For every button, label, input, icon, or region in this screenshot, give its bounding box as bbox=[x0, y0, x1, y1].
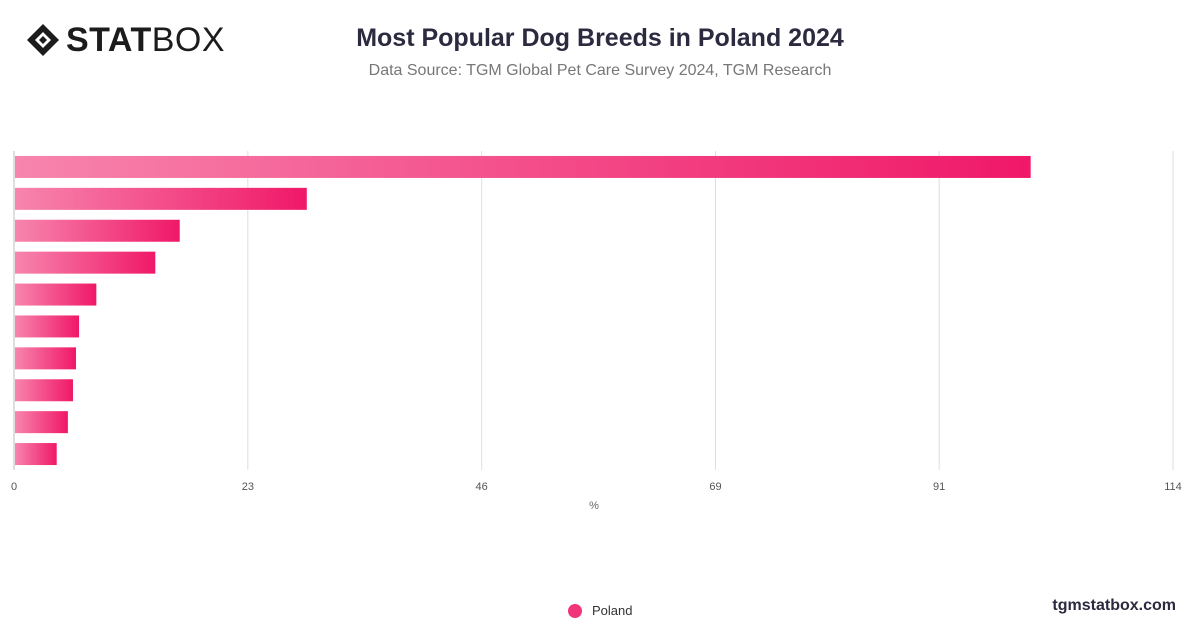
bar[interactable] bbox=[15, 283, 97, 306]
legend-label: Poland bbox=[592, 603, 633, 618]
bar[interactable] bbox=[15, 347, 77, 370]
chart-subtitle: Data Source: TGM Global Pet Care Survey … bbox=[368, 62, 832, 79]
bar[interactable] bbox=[15, 379, 73, 402]
logo-stat: STAT bbox=[66, 21, 152, 59]
bar[interactable] bbox=[15, 411, 68, 434]
x-tick-label: 0 bbox=[11, 481, 17, 493]
bar[interactable] bbox=[15, 315, 80, 338]
bar[interactable] bbox=[15, 187, 307, 210]
x-tick-label: 91 bbox=[933, 481, 945, 493]
x-tick-label: 69 bbox=[709, 481, 721, 493]
bar[interactable] bbox=[15, 219, 180, 242]
legend-dot-icon bbox=[568, 603, 582, 618]
chart-title: Most Popular Dog Breeds in Poland 2024 bbox=[356, 24, 844, 52]
x-axis-ticks: 0 23 46 69 91 114 bbox=[11, 481, 1182, 493]
x-tick-label: 114 bbox=[1164, 481, 1182, 493]
logo-text: STATBOX bbox=[66, 22, 225, 58]
grid-lines bbox=[13, 151, 1174, 470]
bar[interactable] bbox=[15, 443, 57, 466]
x-tick-label: 23 bbox=[242, 481, 254, 493]
logo-box: BOX bbox=[151, 21, 226, 59]
bar[interactable] bbox=[15, 155, 1031, 178]
x-tick-label: 46 bbox=[476, 481, 488, 493]
bars-group bbox=[15, 155, 1031, 466]
bar[interactable] bbox=[15, 251, 156, 274]
statbox-logo: STATBOX bbox=[26, 22, 225, 58]
x-axis-label: % bbox=[589, 500, 599, 512]
legend[interactable]: Poland bbox=[568, 603, 632, 618]
site-url: tgmstatbox.com bbox=[1052, 597, 1176, 614]
diamond-logo-icon bbox=[27, 24, 59, 56]
